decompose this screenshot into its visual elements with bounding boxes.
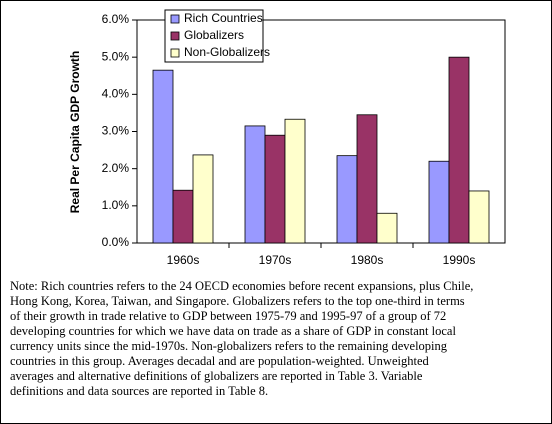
- note-line: of their growth in trade relative to GDP…: [10, 309, 446, 323]
- note-line: developing countries for which we have d…: [10, 324, 456, 338]
- legend-label: Globalizers: [184, 28, 244, 42]
- y-axis-label: Real Per Capita GDP Growth: [68, 51, 82, 214]
- y-tick-label: 3.0%: [102, 124, 130, 138]
- note-line: averages and alternative definitions of …: [10, 369, 423, 383]
- x-tick-label: 1970s: [259, 253, 292, 267]
- bar: [192, 154, 214, 244]
- bar: [376, 212, 398, 244]
- legend-swatch: [170, 31, 180, 41]
- note-line: countries in this group. Averages decada…: [10, 354, 429, 368]
- bar: [428, 160, 450, 244]
- y-tick-label: 5.0%: [102, 49, 130, 63]
- legend-box: [164, 9, 264, 63]
- note-line: Hong Kong, Korea, Taiwan, and Singapore.…: [10, 294, 465, 308]
- y-tick-label: 2.0%: [102, 161, 130, 175]
- x-tick-label: 1980s: [351, 253, 384, 267]
- legend-swatch: [170, 14, 180, 24]
- y-tick-label: 0.0%: [102, 235, 130, 249]
- bar: [284, 118, 306, 244]
- note-line: definitions and data sources are reporte…: [10, 384, 268, 398]
- y-tick-label: 6.0%: [102, 12, 130, 26]
- bar: [448, 56, 470, 244]
- bar: [336, 155, 358, 244]
- legend-label: Rich Countries: [184, 11, 263, 25]
- note-line: Note: Rich countries refers to the 24 OE…: [10, 279, 473, 293]
- bar: [244, 125, 266, 244]
- bar: [264, 134, 286, 244]
- bar: [172, 189, 194, 244]
- bar: [356, 114, 378, 244]
- legend-label: Non-Globalizers: [184, 45, 270, 59]
- bar: [468, 190, 490, 244]
- y-tick-label: 1.0%: [102, 198, 130, 212]
- x-tick-label: 1990s: [443, 253, 476, 267]
- x-tick-label: 1960s: [167, 253, 200, 267]
- note-line: currency units since the mid-1970s. Non-…: [10, 339, 448, 353]
- y-tick-label: 4.0%: [102, 87, 130, 101]
- legend-swatch: [170, 48, 180, 58]
- bar: [152, 69, 174, 244]
